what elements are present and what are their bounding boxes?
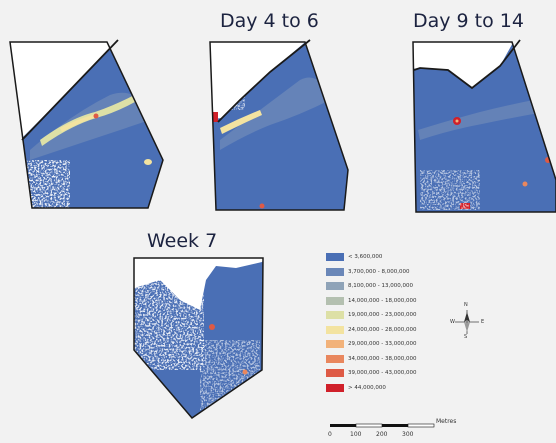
hotspot (209, 324, 215, 330)
map-boundary (412, 41, 556, 213)
hotspot (259, 203, 265, 209)
map-region-water (413, 42, 556, 212)
legend-label: 3,700,000 - 8,000,000 (348, 268, 410, 275)
panel-title-2: Day 4 to 6 (220, 10, 319, 32)
legend-swatch (326, 267, 344, 276)
east-label: E (481, 319, 485, 325)
legend-swatch (326, 383, 344, 392)
legend-label: 14,000,000 - 18,000,000 (348, 297, 417, 304)
density-zone (30, 92, 150, 160)
legend-label: 29,000,000 - 33,000,000 (348, 341, 417, 347)
scale-bar (330, 423, 435, 428)
legend-item: 3,700,000 - 8,000,000 (326, 267, 409, 277)
legend-swatch (326, 253, 344, 261)
legend-item: 29,000,000 - 33,000,000 (326, 339, 416, 349)
hotspot (455, 119, 459, 123)
panel-title-4: Week 7 (147, 230, 218, 252)
shoreline (21, 39, 119, 141)
legend-label: 39,000,000 - 43,000,000 (348, 370, 417, 376)
legend-item: 19,000,000 - 23,000,000 (326, 310, 416, 320)
north-arrow (455, 310, 479, 334)
legend-label: 24,000,000 - 28,000,000 (348, 326, 417, 333)
legend-swatch (326, 340, 344, 348)
land-speckle (200, 340, 260, 410)
land-speckle (210, 80, 245, 110)
legend-swatch (326, 354, 344, 363)
land-speckle (420, 170, 480, 210)
scale-unit-label: Metres (436, 418, 457, 425)
land-area (413, 42, 520, 88)
hotspot (93, 113, 99, 119)
density-zone (220, 77, 330, 150)
density-zone (144, 159, 152, 165)
land-speckle (20, 160, 70, 208)
south-label: S (464, 334, 468, 340)
map-boundary (209, 41, 349, 211)
map-panel-2 (209, 39, 349, 211)
map-boundary (9, 41, 164, 209)
density-plume (40, 92, 142, 146)
legend-swatch (326, 296, 344, 305)
map-panel-4 (133, 257, 264, 420)
legend-item: < 3,600,000 (326, 252, 382, 262)
legend-swatch (326, 282, 344, 290)
map-panel-1 (9, 39, 164, 209)
shoreline (217, 39, 311, 123)
map-boundary (133, 257, 264, 420)
density-zone (418, 96, 556, 140)
scale-tick-300: 300 (402, 431, 414, 438)
legend-item: > 44,000,000 (326, 383, 386, 393)
land-speckle (134, 270, 204, 370)
scale-tick-0: 0 (328, 431, 332, 438)
hotspot (242, 369, 248, 375)
legend-label: < 3,600,000 (348, 254, 383, 260)
legend-item: 24,000,000 - 28,000,000 (326, 325, 416, 335)
west-label: W (450, 319, 455, 325)
legend-label: 19,000,000 - 23,000,000 (348, 312, 417, 318)
legend-item: 14,000,000 - 18,000,000 (326, 296, 416, 306)
legend-label: > 44,000,000 (348, 384, 386, 391)
legend: < 3,600,000 3,700,000 - 8,000,000 8,100,00… (326, 252, 446, 402)
scale-tick-100: 100 (350, 431, 362, 438)
legend-swatch (326, 311, 344, 319)
legend-label: 34,000,000 - 38,000,000 (348, 355, 417, 362)
legend-item: 8,100,000 - 13,000,000 (326, 281, 413, 291)
panel-title-3: Day 9 to 14 (413, 10, 524, 32)
land-area (10, 42, 118, 140)
north-label: N (464, 302, 468, 308)
legend-swatch (326, 369, 344, 377)
legend-label: 8,100,000 - 13,000,000 (348, 283, 413, 289)
density-plume (220, 110, 262, 134)
shoreline (413, 39, 521, 90)
scale-tick-200: 200 (376, 431, 388, 438)
hotspot (212, 112, 218, 122)
hotspot (522, 181, 528, 187)
density-plume-core (60, 114, 97, 132)
legend-swatch (326, 325, 344, 334)
map-panel-3 (412, 39, 556, 213)
legend-item: 39,000,000 - 43,000,000 (326, 368, 416, 378)
legend-item: 34,000,000 - 38,000,000 (326, 354, 416, 364)
